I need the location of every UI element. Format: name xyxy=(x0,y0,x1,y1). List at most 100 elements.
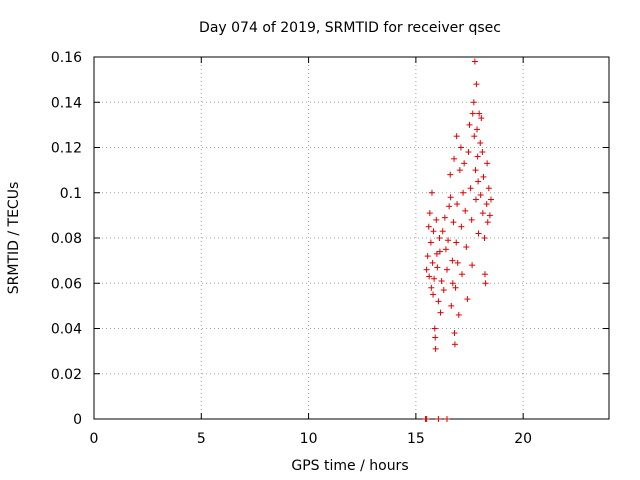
data-point xyxy=(472,167,479,174)
data-point xyxy=(435,416,442,422)
data-point xyxy=(435,298,442,305)
data-point xyxy=(472,196,479,203)
data-point xyxy=(477,192,484,199)
data-point xyxy=(486,212,493,219)
x-tick-label: 20 xyxy=(514,431,532,447)
y-axis-ticks: 0 0.02 0.04 0.06 0.08 0.1 0.12 0.14 0.16 xyxy=(51,50,609,428)
data-point xyxy=(475,178,482,185)
data-point xyxy=(474,153,481,160)
data-point xyxy=(484,160,491,167)
data-point xyxy=(454,201,461,208)
data-point xyxy=(469,110,476,117)
data-point xyxy=(437,309,444,316)
data-point xyxy=(460,189,467,196)
data-point xyxy=(468,216,475,223)
data-point xyxy=(461,160,468,167)
x-axis-ticks: 0 5 10 15 20 xyxy=(90,57,532,447)
data-point xyxy=(462,207,469,214)
data-point xyxy=(484,219,491,226)
data-point xyxy=(456,167,463,174)
data-point xyxy=(475,230,482,237)
data-point xyxy=(479,210,486,217)
data-point xyxy=(425,223,432,230)
data-point xyxy=(482,280,489,287)
data-point xyxy=(465,149,472,156)
x-tick-label: 0 xyxy=(90,431,99,447)
data-point xyxy=(487,196,494,203)
y-tick-label: 0.14 xyxy=(51,95,82,111)
data-point xyxy=(432,334,439,341)
data-point xyxy=(433,250,440,257)
data-point xyxy=(454,259,461,266)
data-point xyxy=(423,266,430,273)
data-point xyxy=(443,416,450,422)
data-point xyxy=(431,325,438,332)
data-point xyxy=(439,228,446,235)
data-point xyxy=(443,266,450,273)
data-point xyxy=(447,171,454,178)
data-point xyxy=(451,155,458,162)
data-point xyxy=(481,235,488,241)
data-point xyxy=(424,253,431,260)
data-point xyxy=(428,284,435,291)
data-point xyxy=(432,345,439,352)
data-point xyxy=(426,273,433,280)
x-tick-label: 5 xyxy=(197,431,206,447)
data-point xyxy=(457,144,464,151)
data-point xyxy=(427,239,434,246)
data-point xyxy=(477,139,484,146)
data-point xyxy=(440,287,447,294)
x-tick-label: 10 xyxy=(300,431,318,447)
data-point xyxy=(441,214,448,221)
data-point xyxy=(446,203,453,210)
data-point xyxy=(450,219,457,226)
y-tick-label: 0.16 xyxy=(51,50,82,66)
data-point xyxy=(428,189,435,196)
data-point xyxy=(469,262,476,269)
y-axis-label: SRMTID / TECUs xyxy=(6,182,22,295)
chart-title: Day 074 of 2019, SRMTID for receiver qse… xyxy=(199,20,501,36)
data-point xyxy=(455,311,462,318)
data-point xyxy=(449,257,456,264)
data-point xyxy=(466,121,473,128)
data-point xyxy=(431,275,438,282)
data-point xyxy=(478,115,485,122)
data-point xyxy=(447,194,454,201)
x-axis-label: GPS time / hours xyxy=(291,458,408,474)
data-point xyxy=(459,271,466,278)
data-point xyxy=(474,126,481,133)
data-point xyxy=(449,280,456,287)
data-point xyxy=(430,228,437,235)
data-point xyxy=(453,239,460,246)
data-point xyxy=(485,185,492,192)
y-tick-label: 0 xyxy=(73,412,82,428)
data-point xyxy=(458,223,465,230)
data-point xyxy=(445,237,452,244)
data-point xyxy=(464,296,471,303)
data-point xyxy=(463,244,470,251)
data-point xyxy=(430,291,437,298)
data-points xyxy=(422,58,494,422)
data-point xyxy=(438,277,445,284)
data-point xyxy=(436,248,443,255)
data-point xyxy=(453,133,460,140)
data-point xyxy=(434,264,441,271)
y-tick-label: 0.1 xyxy=(60,186,82,202)
data-point xyxy=(467,185,474,192)
data-point xyxy=(471,133,478,140)
data-point xyxy=(451,330,458,337)
data-point xyxy=(451,341,458,348)
data-point xyxy=(479,149,486,156)
data-point xyxy=(473,81,480,88)
data-point xyxy=(470,99,477,106)
data-point xyxy=(471,58,478,65)
plot-frame xyxy=(93,56,610,420)
y-tick-label: 0.06 xyxy=(51,276,82,292)
data-point xyxy=(442,246,449,253)
x-tick-label: 15 xyxy=(407,431,425,447)
data-point xyxy=(483,201,490,208)
data-point xyxy=(476,110,483,117)
data-point xyxy=(433,216,440,223)
data-point xyxy=(452,284,459,291)
